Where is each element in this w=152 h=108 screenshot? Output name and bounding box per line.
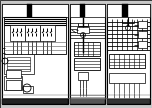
Bar [74,58,100,70]
Bar [4,17,66,54]
Bar [4,54,34,74]
Bar [2,4,68,104]
Bar [78,72,88,80]
Bar [70,99,105,104]
Bar [40,25,55,41]
Bar [70,4,105,17]
Bar [138,31,147,38]
Bar [70,4,105,104]
Bar [4,76,22,90]
Bar [109,54,145,68]
Bar [107,99,150,104]
Bar [74,42,100,56]
Bar [77,27,89,33]
Bar [109,73,145,83]
Bar [7,57,30,71]
Bar [23,86,33,93]
Bar [6,80,21,90]
Bar [2,99,68,104]
Bar [107,4,150,104]
Bar [25,25,40,41]
Bar [27,4,32,17]
Bar [122,4,128,17]
Bar [107,4,150,17]
Bar [10,25,25,41]
Bar [138,41,147,48]
Bar [6,70,21,78]
Bar [80,4,85,17]
Bar [2,4,68,17]
Bar [138,21,147,28]
